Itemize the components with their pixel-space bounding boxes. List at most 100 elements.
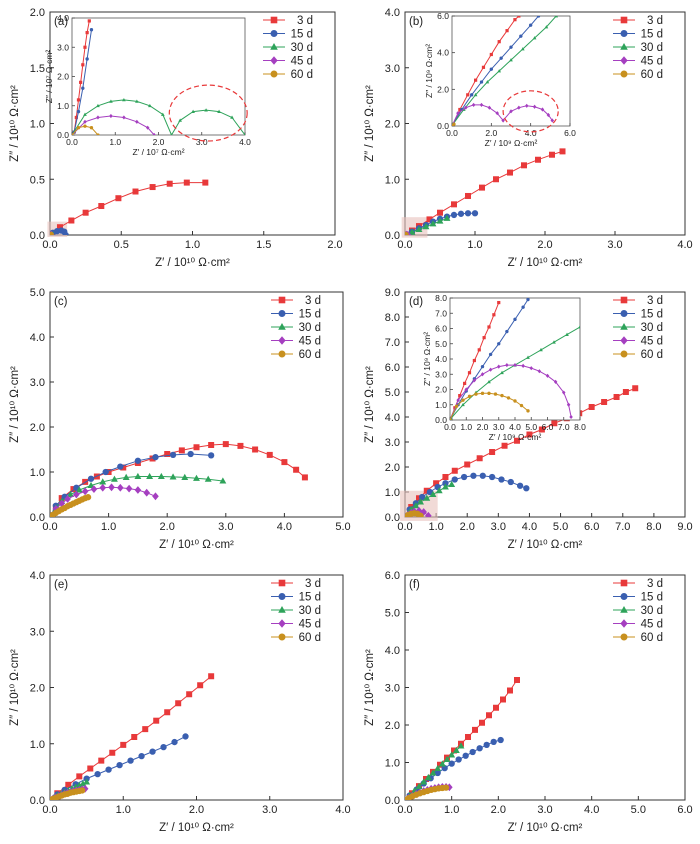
y-tick-label: 2.0 — [385, 720, 400, 732]
legend-marker-3 — [278, 336, 286, 345]
panel-label: (b) — [409, 16, 423, 28]
panel-5-series-2-point — [443, 755, 451, 763]
panel-3-series-0-point — [526, 431, 533, 438]
panel-2-series-1-point — [208, 452, 215, 459]
panel-3-series-0-point — [476, 455, 483, 462]
panel-1: 0.0 1.0 2.0 3.0 4.0 0.0 1.0 2.0 3.0 4.0 Z′ / 10¹⁰ … — [364, 7, 693, 269]
inset-x-tick-label: 0.0 — [66, 137, 78, 147]
panel-3-inset-series-4-point — [487, 391, 491, 395]
inset-y-tick-label: 5.0 — [435, 339, 447, 349]
panel-4-series-0-point — [153, 717, 160, 724]
inset-x-tick-label: 4.0 — [239, 137, 251, 147]
panel-3-series-1-point — [470, 472, 477, 479]
panel-3-series-2-point — [448, 480, 456, 488]
panel-1-series-2-point — [443, 214, 451, 221]
legend-marker-2 — [620, 606, 628, 613]
panel-3-series-2-point — [429, 490, 437, 498]
inset-x-tick-label: 4.0 — [509, 422, 521, 432]
panel-0-series-0-point — [68, 217, 75, 224]
y-tick-label: 3.0 — [385, 437, 400, 449]
inset-y-axis-label: Z″ / 10⁹ Ω·cm² — [424, 44, 434, 98]
panel-3-inset-series-4-point — [506, 396, 511, 400]
panel-0-inset-series-4-point — [83, 124, 87, 128]
panel-3-series-1-point — [460, 473, 468, 481]
panel-1-series-0-point — [451, 201, 457, 208]
panel-1-inset-series-1-point — [509, 45, 513, 49]
panel-0-inset-series-1-point — [85, 57, 89, 61]
panel-3-inset-series-0-point — [463, 381, 467, 385]
panel-1-inset-series-3-point — [524, 103, 529, 108]
legend-label: 15 d — [641, 309, 663, 321]
panel-3-inset-series-3-point — [472, 378, 477, 383]
panel-0-inset-series-2-point — [135, 99, 139, 103]
panel-3-series-0-point — [613, 394, 620, 400]
x-tick-label: 8.0 — [646, 521, 661, 533]
legend-label: 60 d — [641, 349, 663, 361]
panel-5-series-2-point — [415, 782, 423, 790]
panel-2-series-2-point — [75, 486, 83, 493]
inset-x-tick-label: 8.0 — [574, 422, 586, 432]
inset-y-tick-label: 1.0 — [435, 400, 447, 410]
legend-label: 3 d — [305, 578, 321, 590]
y-tick-label: 1.0 — [385, 758, 400, 770]
panel-1-inset-series-1-point — [536, 16, 541, 18]
panel-3-inset-series-1-point — [513, 317, 517, 322]
inset-x-tick-label: 0.0 — [446, 128, 458, 138]
panel-1-inset-series-2-point — [554, 16, 559, 18]
panel-2-series-0-point — [293, 466, 300, 473]
panel-4-series-2-point — [83, 778, 91, 785]
inset-x-axis-label: Z′ / 10⁹ Ω·cm² — [489, 432, 542, 442]
legend-marker-1 — [620, 30, 628, 37]
panel-5-series-0-point — [514, 677, 520, 683]
panel-1-inset-series-1-point — [499, 56, 503, 60]
panel-1-inset-series-line-0 — [452, 16, 520, 125]
panel-5: 0.0 1.0 2.0 3.0 4.0 5.0 6.0 0.0 1.0 2.0 3.0 4.0 5.0 6… — [364, 570, 693, 834]
x-tick-label: 1.0 — [185, 239, 200, 251]
panel-3-series-0-point — [433, 480, 440, 487]
panel-3-inset-series-0-point — [472, 358, 476, 363]
panel-3-inset-series-3-point — [537, 369, 542, 374]
panel-0-series-0-point — [132, 188, 139, 195]
panel-0-inset-series-1-point — [81, 86, 85, 90]
legend-marker-0 — [278, 296, 286, 304]
panel-3-data — [405, 385, 639, 517]
inset-x-tick-label: 3.0 — [196, 137, 208, 147]
panel-3-inset-series-3-point — [545, 373, 550, 378]
y-tick-label: 0.0 — [30, 795, 45, 807]
x-tick-label: 4.0 — [522, 521, 537, 533]
panel-4-series-0-point — [98, 757, 105, 764]
panel-2-series-0-point — [266, 451, 273, 458]
panel-label: (f) — [409, 579, 420, 591]
panel-1-series-2-point — [436, 217, 444, 224]
panel-0-inset-series-2-point — [204, 108, 208, 112]
panel-1-inset-series-line-2 — [452, 16, 557, 125]
panel-1-inset-series-1-point — [479, 80, 484, 84]
panel-3-inset-series-4-point — [454, 404, 459, 408]
panel-1-inset-series-4-point — [452, 122, 456, 126]
x-tick-label: 4.0 — [584, 804, 599, 816]
panel-3-series-2-point — [412, 502, 420, 509]
panel-2-series-0-point — [70, 486, 77, 493]
x-tick-label: 4.0 — [277, 521, 292, 533]
panel-5-series-1-point — [476, 745, 483, 752]
y-tick-label: 2.0 — [30, 422, 45, 434]
panel-4-series-0-point — [131, 734, 138, 740]
legend-label: 3 d — [647, 578, 663, 590]
panel-2-series-0-point — [149, 455, 156, 462]
legend-marker-4 — [620, 633, 628, 641]
panel-4-series-1-point — [127, 757, 134, 764]
legend-marker-2 — [278, 323, 286, 330]
inset-y-tick-label: 3.0 — [57, 42, 69, 52]
panel-2-data — [50, 441, 308, 517]
panel-2-series-4-point — [84, 494, 92, 501]
panel-4-series-0-point — [76, 773, 83, 780]
panel-2-series-2-point — [193, 474, 200, 481]
panel-3-series-0-point — [451, 467, 458, 474]
panel-5-series-1-point — [455, 756, 462, 763]
panel-3-inset-series-3-point — [529, 366, 534, 371]
x-tick-label: 0.5 — [114, 239, 129, 251]
x-tick-label: 3.0 — [537, 804, 552, 816]
panel-label: (a) — [54, 16, 68, 28]
inset-frame — [451, 15, 571, 127]
panel-4-series-0-point — [208, 673, 215, 680]
